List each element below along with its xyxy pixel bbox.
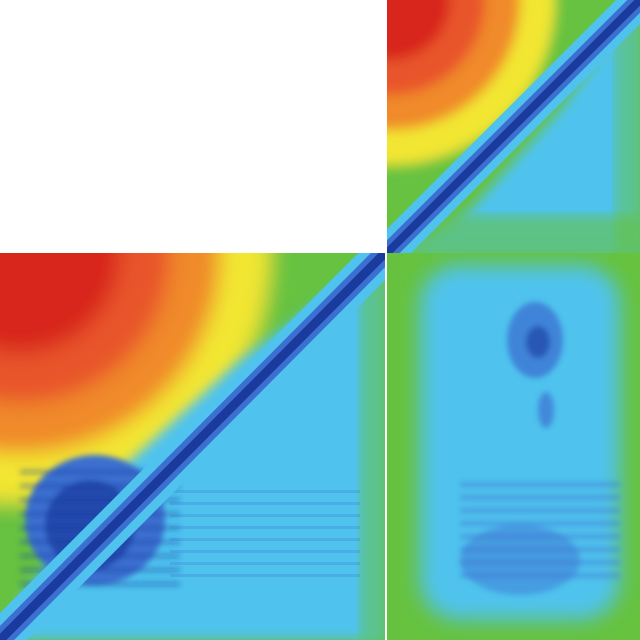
block-a-diagonal (0, 253, 385, 640)
block-c-left-edge (387, 253, 401, 640)
block-b-gradient (387, 0, 600, 210)
cluster-stripe-2 (20, 498, 180, 502)
block-a-stripe-3 (170, 526, 360, 529)
block-c-spots (460, 302, 620, 595)
cluster-stripe-0 (20, 470, 180, 474)
block-b-clip (387, 0, 640, 253)
block-b-diagonal (387, 0, 640, 253)
spot-3 (460, 525, 580, 595)
block-b-low-region (400, 0, 640, 253)
block-b-band-4 (387, 0, 450, 60)
block-c-clip (387, 253, 640, 640)
cluster-stripe-7 (20, 568, 180, 572)
block-a-right-fringe (360, 253, 385, 640)
block-c-stripe-0 (460, 482, 620, 487)
spot-1-core (526, 326, 550, 358)
block-a-stripe-6 (170, 562, 360, 565)
block-a-stripe-2 (170, 514, 360, 517)
block-a-stripe-7 (170, 574, 360, 577)
heatmap-block-lower-left (0, 253, 385, 640)
spot-2 (538, 392, 554, 428)
cluster-stripe-8 (20, 582, 180, 586)
block-a-stripe-0 (170, 490, 360, 493)
cluster-stripe-1 (20, 484, 180, 488)
block-a-stripe-1 (170, 502, 360, 505)
block-a-band-4 (0, 253, 120, 353)
block-a-stripe-4 (170, 538, 360, 541)
block-c-light-region (420, 265, 620, 620)
heatmap-block-upper-right (387, 0, 640, 253)
block-c-stripe-3 (460, 521, 620, 526)
block-c-stripe-1 (460, 495, 620, 500)
block-a-stripe-5 (170, 550, 360, 553)
heatmap-block-lower-right (387, 253, 640, 640)
block-c-stripe-2 (460, 508, 620, 513)
block-a-clip (0, 253, 385, 640)
